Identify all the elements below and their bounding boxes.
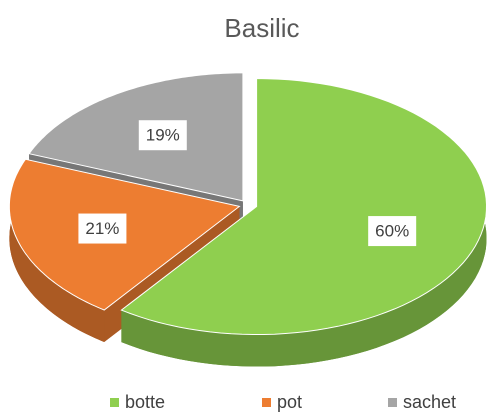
chart-title: Basilic: [224, 13, 299, 43]
legend-swatch: [388, 398, 397, 407]
legend-label: pot: [277, 392, 302, 412]
slice: [28, 72, 244, 202]
data-label: 19%: [146, 126, 180, 145]
data-label-box: [78, 213, 127, 244]
legend-swatch: [262, 398, 271, 407]
slice: [120, 77, 487, 335]
legend-label: botte: [125, 392, 165, 412]
legend-label: sachet: [403, 392, 456, 412]
data-label-box: [368, 216, 417, 247]
slice-side: [121, 78, 487, 367]
data-label-box: [138, 120, 187, 151]
legend-swatch: [110, 398, 119, 407]
data-label: 21%: [85, 219, 119, 238]
data-label: 60%: [375, 222, 409, 241]
